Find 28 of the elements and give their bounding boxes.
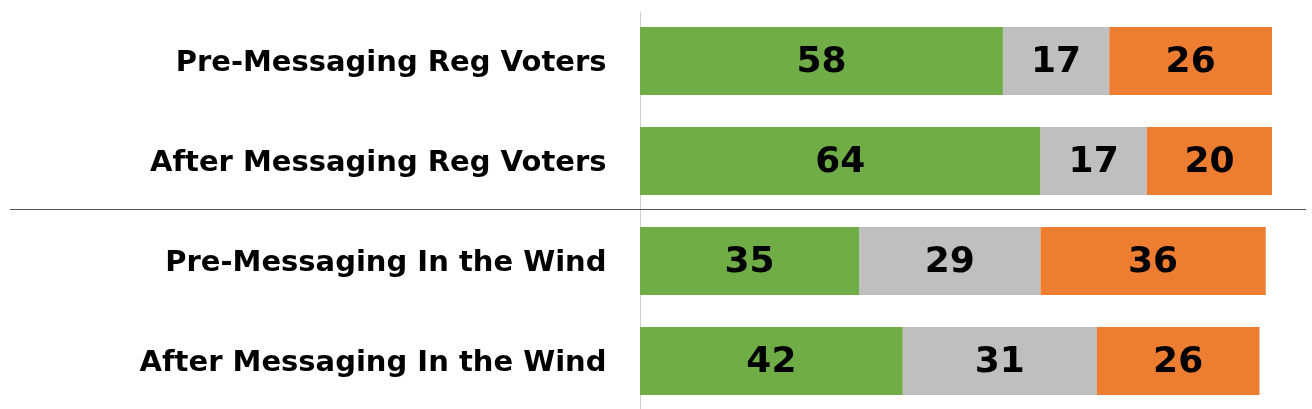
data-label: 42 xyxy=(746,339,797,380)
y-tick-label: After Messaging Reg Voters xyxy=(149,143,607,178)
bar xyxy=(640,227,860,295)
y-tick-label: Pre-Messaging Reg Voters xyxy=(175,43,607,78)
bar xyxy=(1040,227,1266,295)
bar xyxy=(1096,327,1260,395)
bar xyxy=(1002,27,1110,95)
data-label: 17 xyxy=(1031,39,1082,80)
y-tick-label: After Messaging In the Wind xyxy=(139,343,607,378)
bar xyxy=(902,327,1097,395)
data-label: 58 xyxy=(796,39,847,80)
data-label: 29 xyxy=(924,239,975,280)
bar xyxy=(640,327,903,395)
data-label: 26 xyxy=(1153,339,1204,380)
bar xyxy=(640,27,1003,95)
data-label: 31 xyxy=(974,339,1025,380)
data-label: 20 xyxy=(1184,139,1235,180)
bar xyxy=(859,227,1041,295)
y-tick-label: Pre-Messaging In the Wind xyxy=(165,243,607,278)
data-label: 36 xyxy=(1128,239,1179,280)
data-label: 64 xyxy=(815,139,866,180)
bar xyxy=(1109,27,1272,95)
data-label: 17 xyxy=(1068,139,1119,180)
bar xyxy=(1040,127,1147,195)
data-label: 35 xyxy=(724,239,775,280)
bar xyxy=(640,127,1041,195)
bar xyxy=(1146,127,1272,195)
data-label: 26 xyxy=(1165,39,1216,80)
